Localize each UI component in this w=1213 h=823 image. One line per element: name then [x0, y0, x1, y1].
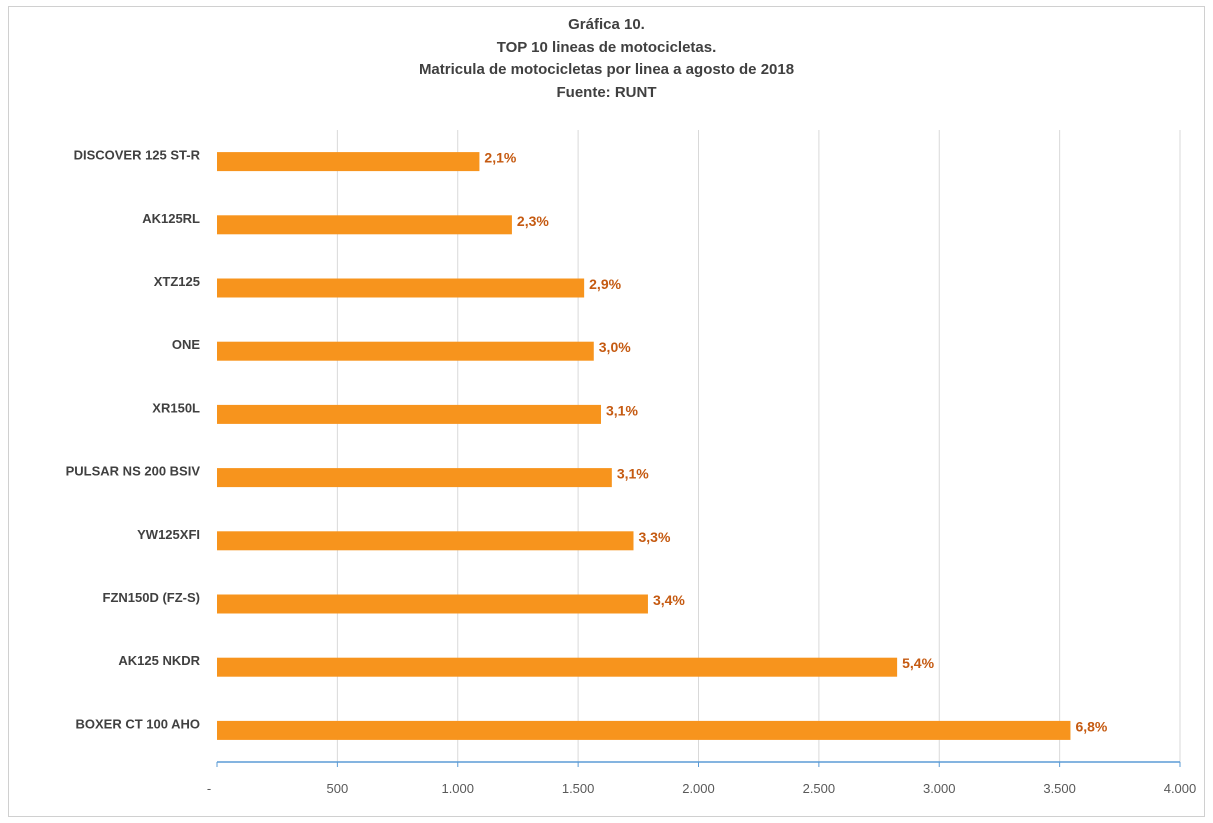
- data-label: 3,3%: [638, 529, 670, 545]
- bar: [217, 404, 601, 424]
- bar: [217, 215, 512, 235]
- bar: [217, 720, 1071, 740]
- data-label: 3,1%: [617, 466, 649, 482]
- bar: [217, 657, 898, 677]
- category-label: DISCOVER 125 ST-R: [74, 148, 201, 163]
- bar: [217, 152, 480, 172]
- data-label: 2,3%: [517, 213, 549, 229]
- data-label: 5,4%: [902, 655, 934, 671]
- x-tick-label: 2.500: [803, 781, 836, 796]
- category-label: XR150L: [152, 400, 200, 415]
- bars: [217, 152, 1071, 740]
- category-label: AK125 NKDR: [118, 653, 200, 668]
- chart-title-line-4: Fuente: RUNT: [556, 83, 657, 101]
- data-label: 2,9%: [589, 276, 621, 292]
- chart-title-line-3: Matricula de motocicletas por linea a ag…: [418, 61, 795, 78]
- category-label: AK125RL: [142, 211, 200, 226]
- category-label: XTZ125: [154, 274, 200, 289]
- x-axis: - 500 1.000 1.500 2.000 2.500 3.000 3.500 4.000: [207, 761, 1197, 796]
- category-label: ONE: [172, 337, 201, 352]
- data-label: 6,8%: [1075, 718, 1107, 734]
- data-label: 3,0%: [599, 339, 631, 355]
- chart-title-line-1: Gráfica 10.: [568, 16, 645, 33]
- category-label: PULSAR NS 200 BSIV: [66, 464, 201, 479]
- x-tick-label: 2.000: [682, 781, 715, 796]
- x-tick-label: 3.500: [1043, 781, 1076, 796]
- chart-title: Gráfica 10. TOP 10 lineas de motocicleta…: [0, 14, 1213, 104]
- chart-frame: [8, 6, 1205, 817]
- x-tick-label: 4.000: [1164, 781, 1197, 796]
- bar: [217, 468, 612, 488]
- data-label: 3,4%: [653, 592, 685, 608]
- category-label: BOXER CT 100 AHO: [76, 716, 201, 731]
- x-tick-label: 500: [327, 781, 349, 796]
- data-label: 2,1%: [484, 150, 516, 166]
- data-label: 3,1%: [606, 402, 638, 418]
- bar: [217, 341, 594, 361]
- chart-title-line-2: TOP 10 lineas de motocicletas.: [496, 38, 717, 56]
- x-tick-label: 3.000: [923, 781, 956, 796]
- x-tick-label: -: [207, 781, 211, 796]
- bar: [217, 278, 585, 298]
- labels: DISCOVER 125 ST-R 2,1% AK125RL 2,3% XTZ125 2,…: [66, 148, 1108, 735]
- category-label: FZN150D (FZ-S): [103, 590, 201, 605]
- x-tick-label: 1.500: [562, 781, 595, 796]
- gridlines: [336, 130, 1181, 762]
- x-tick-label: 1.000: [441, 781, 474, 796]
- bar: [217, 594, 648, 614]
- bar: [217, 531, 634, 551]
- category-label: YW125XFI: [137, 527, 200, 542]
